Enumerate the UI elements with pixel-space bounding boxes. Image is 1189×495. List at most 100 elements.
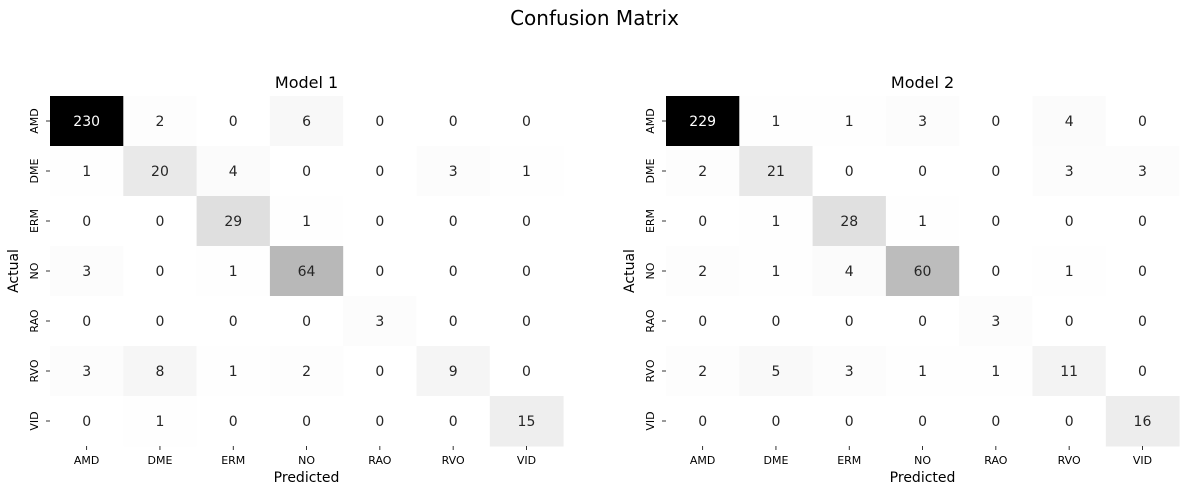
heatmap-cell: [196, 96, 271, 147]
heatmap-cell: [1032, 96, 1107, 147]
heatmap-cell: [885, 346, 960, 397]
cell-value-label: 6: [302, 114, 311, 130]
cell-value-label: 1: [771, 214, 780, 230]
cell-value-label: 3: [82, 264, 91, 280]
cell-value-label: 0: [449, 114, 458, 130]
y-tick-label: ERM: [28, 209, 41, 233]
y-tick-label: NO: [28, 262, 41, 279]
y-tick-label: RVO: [28, 359, 41, 382]
cell-value-label: 0: [155, 214, 164, 230]
heatmap-cell: [196, 246, 271, 297]
heatmap-cell: [1032, 396, 1107, 447]
cell-value-label: 16: [1134, 414, 1152, 430]
heatmap-cell: [666, 96, 740, 147]
cell-value-label: 0: [845, 314, 854, 330]
cell-value-label: 0: [375, 264, 384, 280]
heatmap-cell: [416, 296, 491, 347]
heatmap-cell: [1105, 146, 1180, 197]
heatmap-cell: [489, 296, 564, 347]
heatmap-cell: [1032, 346, 1107, 397]
cell-value-label: 0: [375, 164, 384, 180]
cell-value-label: 2: [698, 264, 707, 280]
heatmap-cell: [666, 246, 740, 297]
cell-value-label: 0: [449, 214, 458, 230]
cell-value-label: 0: [698, 214, 707, 230]
x-tick-label: RVO: [442, 454, 465, 467]
cell-value-label: 64: [298, 264, 316, 280]
heatmap-cell: [666, 296, 740, 347]
cell-value-label: 0: [375, 414, 384, 430]
cell-value-label: 0: [82, 314, 91, 330]
y-tick-label: VID: [28, 411, 41, 430]
heatmap-cell: [666, 396, 740, 447]
cell-value-label: 3: [449, 164, 458, 180]
cell-value-label: 1: [991, 364, 1000, 380]
heatmap-cell: [885, 396, 960, 447]
heatmap-cell: [739, 296, 814, 347]
heatmap-cell: [1105, 296, 1180, 347]
cell-value-label: 0: [771, 414, 780, 430]
cell-value-label: 0: [522, 314, 531, 330]
cell-value-label: 0: [1138, 114, 1147, 130]
heatmap-cell: [1105, 396, 1180, 447]
cell-value-label: 3: [82, 364, 91, 380]
cell-value-label: 20: [151, 164, 169, 180]
cell-value-label: 229: [689, 114, 716, 130]
cell-value-label: 0: [522, 264, 531, 280]
cell-value-label: 2: [698, 164, 707, 180]
cell-value-label: 0: [522, 114, 531, 130]
heatmap-cell: [50, 296, 124, 347]
heatmap-cell: [416, 146, 491, 197]
x-tick-label: AMD: [74, 454, 100, 467]
cell-value-label: 1: [771, 264, 780, 280]
cell-value-label: 0: [1138, 214, 1147, 230]
heatmap-cell: [196, 146, 271, 197]
heatmap-cell: [959, 146, 1033, 197]
cell-value-label: 3: [918, 114, 927, 130]
cell-value-label: 1: [918, 214, 927, 230]
cell-value-label: 0: [845, 414, 854, 430]
cell-value-label: 0: [698, 314, 707, 330]
heatmap-cell: [123, 246, 198, 297]
heatmap-cell: [343, 246, 417, 297]
heatmap-cell: [343, 396, 417, 447]
heatmap-cell: [1105, 246, 1180, 297]
heatmap-cell: [196, 296, 271, 347]
cell-value-label: 0: [1065, 214, 1074, 230]
heatmap-cell: [739, 96, 814, 147]
heatmap-cell: [885, 96, 960, 147]
heatmap-cell: [739, 196, 814, 247]
y-tick-label: VID: [644, 411, 657, 430]
cell-value-label: 11: [1060, 364, 1078, 380]
cell-value-label: 0: [918, 164, 927, 180]
cell-value-label: 1: [522, 164, 531, 180]
heatmap-cell: [1032, 296, 1107, 347]
cell-value-label: 1: [229, 364, 238, 380]
cell-value-label: 0: [302, 314, 311, 330]
cell-value-label: 3: [1138, 164, 1147, 180]
cell-value-label: 0: [1065, 314, 1074, 330]
y-tick-label: RAO: [28, 309, 41, 333]
cell-value-label: 0: [1138, 264, 1147, 280]
x-tick-label: RVO: [1058, 454, 1081, 467]
cell-value-label: 3: [1065, 164, 1074, 180]
cell-value-label: 0: [229, 314, 238, 330]
heatmap-cell: [1032, 196, 1107, 247]
cell-value-label: 0: [1138, 314, 1147, 330]
cell-value-label: 0: [918, 314, 927, 330]
heatmap-cell: [50, 346, 124, 397]
heatmap-cell: [269, 346, 344, 397]
heatmap-cell: [343, 146, 417, 197]
cell-value-label: 1: [82, 164, 91, 180]
heatmap-cell: [666, 346, 740, 397]
cell-value-label: 1: [1065, 264, 1074, 280]
heatmap-cell: [959, 396, 1033, 447]
heatmap-cell: [269, 196, 344, 247]
x-tick-label: RAO: [368, 454, 392, 467]
y-tick-label: RAO: [644, 309, 657, 333]
heatmap-cell: [812, 96, 887, 147]
heatmap-cell: [416, 346, 491, 397]
cell-value-label: 9: [449, 364, 458, 380]
cell-value-label: 1: [155, 414, 164, 430]
